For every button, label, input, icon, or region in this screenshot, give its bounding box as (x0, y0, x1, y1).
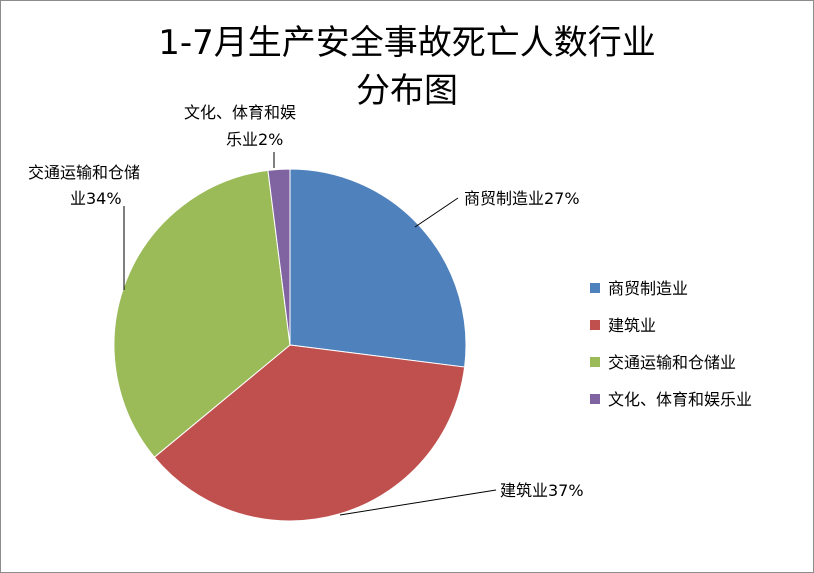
data-label-culture-line2: 乐业2% (226, 130, 283, 149)
data-label-culture-line1: 文化、体育和娱 (184, 103, 296, 122)
pie-slice-culture (267, 168, 291, 346)
pie-slice-construction (153, 344, 466, 522)
legend-label-culture: 文化、体育和娱乐业 (608, 390, 752, 409)
legend-swatch-trade (590, 283, 600, 293)
data-label-transport-line2: 业34% (70, 189, 122, 208)
leader-line-construction (339, 489, 497, 516)
legend-swatch-transport (590, 357, 600, 367)
legend-label-transport: 交通运输和仓储业 (608, 353, 736, 372)
pie-slice-trade (289, 168, 467, 368)
chart-title-line2: 分布图 (356, 71, 458, 111)
data-label-transport-line1: 交通运输和仓储 (28, 163, 140, 182)
legend-swatch-construction (590, 320, 600, 330)
legend-label-trade: 商贸制造业 (608, 279, 688, 298)
legend-swatch-culture (590, 394, 600, 404)
pie-slice-transport (113, 169, 291, 458)
leader-lines (123, 152, 497, 516)
leader-line-trade (414, 197, 459, 228)
data-label-construction: 建筑业37% (500, 481, 584, 500)
chart-title-line1: 1-7月生产安全事故死亡人数行业 (158, 23, 656, 63)
pie-slices (113, 168, 467, 522)
legend-label-construction: 建筑业 (608, 316, 656, 335)
legend: 商贸制造业 建筑业 交通运输和仓储业 文化、体育和娱乐业 (590, 279, 752, 409)
data-label-trade: 商贸制造业27% (464, 189, 580, 208)
